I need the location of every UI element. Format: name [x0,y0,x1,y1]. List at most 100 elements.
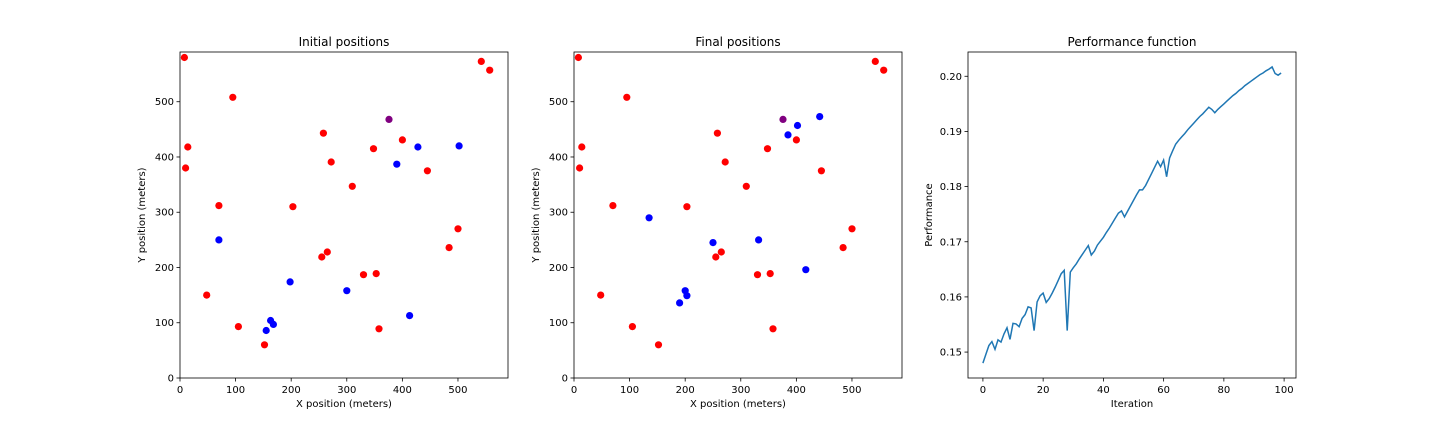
x-axis-label: X position (meters) [690,399,786,410]
point-3-1 [385,115,393,123]
y-tick-label: 200 [155,263,174,274]
point-1-18 [753,271,762,279]
point-1-11 [721,158,729,166]
point-1-18 [359,271,368,279]
point-1-19 [372,270,380,278]
y-tick-label: 300 [155,208,174,219]
point-1-12 [742,182,750,190]
point-1-13 [763,145,772,153]
point-3-1 [779,115,787,123]
point-1-21 [445,244,453,252]
y-tick-label: 100 [549,318,568,329]
plot-frame [179,51,509,379]
point-2-5 [709,239,717,247]
point-1-16 [323,248,331,256]
point-1-20 [375,325,383,333]
y-tick-label: 0.18 [940,182,962,193]
point-1-24 [880,66,888,74]
y-axis-label: Performance [924,183,935,246]
point-1-22 [454,225,462,233]
chart-title: Initial positions [299,35,390,49]
point-1-1 [574,53,583,62]
point-2-7 [393,160,401,168]
y-tick-label: 300 [549,208,568,219]
x-tick-label: 500 [842,385,861,396]
point-1-21 [839,244,847,252]
point-1-7 [234,323,242,331]
point-1-17 [318,253,326,261]
y-tick-label: 0.19 [940,127,962,138]
y-tick-label: 500 [549,97,568,108]
y-tick-label: 0.17 [940,237,962,248]
point-1-15 [817,167,826,175]
point-1-10 [319,129,327,137]
y-tick-label: 200 [549,263,568,274]
point-1-5 [215,202,223,210]
y-tick-label: 500 [155,97,174,108]
point-2-10 [802,266,810,274]
point-2-1 [215,236,223,244]
point-1-5 [609,202,617,210]
x-axis-label: Iteration [1111,399,1153,410]
y-tick-label: 0.20 [940,72,962,83]
x-tick-label: 100 [1275,385,1294,396]
x-tick-label: 40 [1097,385,1110,396]
x-axis-label: X position (meters) [296,399,392,410]
x-tick-label: 200 [676,385,695,396]
point-1-3 [576,164,584,172]
y-tick-label: 0 [562,374,568,385]
x-tick-label: 400 [393,385,412,396]
point-1-22 [848,225,856,233]
x-tick-label: 0 [980,385,986,396]
y-tick-label: 100 [155,318,174,329]
point-1-14 [398,136,406,144]
point-1-8 [260,341,269,349]
point-1-10 [713,129,722,137]
point-1-24 [486,66,494,74]
point-2-6 [343,287,351,295]
y-tick-label: 400 [549,152,568,163]
y-axis-label: Y position (meters) [531,167,542,263]
point-1-16 [717,248,725,256]
x-tick-label: 200 [282,385,301,396]
point-1-4 [623,93,631,101]
point-1-23 [477,57,485,65]
y-axis-label: Y position (meters) [137,167,148,263]
x-tick-label: 300 [337,385,356,396]
point-2-1 [645,214,653,222]
chart-1: 0 100 200 300 400 500 0 100 200 300 400 500 Initial … [137,35,509,410]
point-1-9 [683,203,691,211]
x-tick-label: 60 [1157,385,1170,396]
point-1-13 [369,145,378,153]
x-tick-label: 500 [448,385,467,396]
point-1-11 [327,158,335,166]
point-2-8 [793,121,802,130]
point-1-12 [348,182,356,190]
point-2-10 [406,312,414,320]
y-tick-label: 400 [155,152,174,163]
chart-title: Performance function [1068,35,1197,49]
point-1-3 [182,164,190,172]
chart-2: 0 100 200 300 400 500 0 100 200 300 400 500 Final po… [531,35,903,410]
point-1-19 [766,270,774,278]
plot-frame [573,51,903,379]
point-2-7 [784,131,792,139]
point-1-7 [628,323,637,331]
y-tick-label: 0.15 [940,348,962,359]
x-tick-label: 80 [1217,385,1230,396]
point-1-20 [769,325,777,333]
point-2-8 [414,143,422,151]
point-2-9 [816,113,824,121]
point-1-23 [871,57,879,65]
x-tick-label: 100 [226,385,245,396]
point-1-2 [578,143,586,151]
point-2-2 [262,326,270,335]
point-2-2 [676,299,684,307]
x-tick-label: 0 [571,385,577,396]
x-tick-label: 300 [731,385,750,396]
point-1-2 [184,143,192,151]
point-2-4 [269,320,277,328]
point-2-5 [286,278,294,286]
x-tick-label: 400 [787,385,806,396]
